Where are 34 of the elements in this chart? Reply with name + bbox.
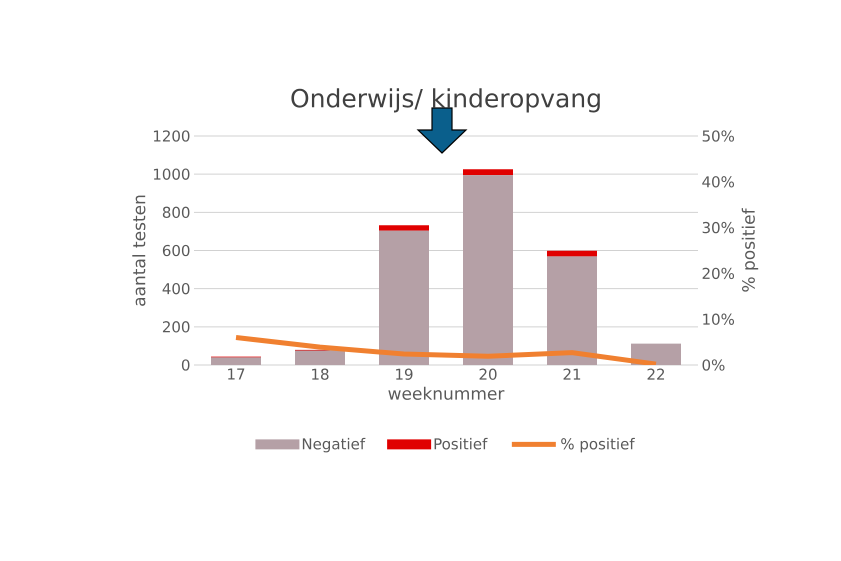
- legend-label: Negatief: [302, 438, 366, 452]
- y-tick-label: 0: [182, 359, 190, 371]
- y-tick-label: 1000: [154, 168, 190, 180]
- y2-tick-label: 40%: [702, 176, 734, 188]
- y-axis-title: aantal testen: [132, 196, 146, 306]
- y2-tick-label: 0%: [702, 359, 724, 371]
- bar: [547, 256, 597, 365]
- y2-axis-title: % positief: [742, 208, 758, 292]
- x-tick-label: 21: [564, 368, 580, 380]
- legend-label: Positief: [434, 438, 488, 450]
- y-tick-label: 1200: [154, 130, 190, 142]
- y-tick-label: 600: [162, 244, 190, 256]
- legend-label: % positief: [561, 438, 635, 452]
- bar: [379, 230, 430, 365]
- bar: [295, 350, 346, 365]
- y-tick-label: 400: [162, 282, 190, 294]
- chart-title: Onderwijs/ kinderopvang: [291, 88, 600, 112]
- y-tick-label: 800: [162, 206, 190, 218]
- x-tick-label: 17: [228, 368, 244, 380]
- y2-tick-label: 10%: [703, 314, 734, 325]
- x-tick-label: 18: [312, 368, 329, 380]
- y2-tick-label: 50%: [702, 130, 734, 142]
- x-axis-title: weeknummer: [388, 386, 504, 400]
- x-tick-label: 20: [480, 368, 497, 380]
- x-tick-label: 22: [648, 368, 664, 380]
- y2-tick-label: 20%: [702, 268, 734, 280]
- y2-tick-label: 30%: [702, 222, 734, 234]
- bar: [463, 175, 514, 365]
- bar: [547, 250, 597, 256]
- x-tick-label: 19: [396, 368, 412, 380]
- bar: [211, 357, 262, 365]
- y-tick-label: 200: [162, 321, 190, 333]
- bar: [463, 169, 514, 176]
- bar: [379, 225, 430, 231]
